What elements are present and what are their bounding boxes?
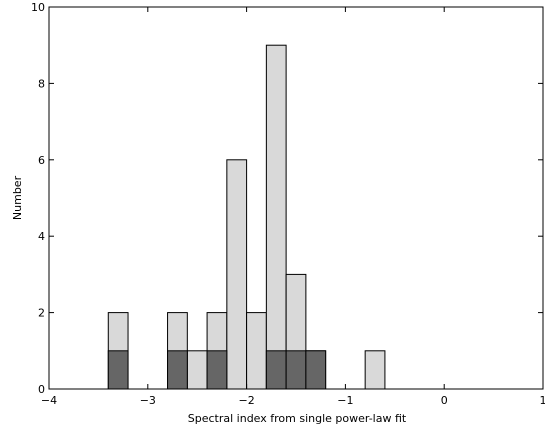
x-axis-label: Spectral index from single power-law fit xyxy=(188,412,407,425)
y-tick-labels: 0 2 4 6 8 10 xyxy=(31,1,45,396)
histogram-bar xyxy=(285,350,307,390)
x-tick-label: −1 xyxy=(337,394,353,407)
y-tick-label: 10 xyxy=(31,1,45,14)
histogram-bar xyxy=(265,44,287,390)
histogram-bar xyxy=(265,350,287,390)
histogram-bars xyxy=(107,44,386,390)
y-tick-label: 0 xyxy=(38,383,45,396)
x-tick-label: 0 xyxy=(441,394,448,407)
y-axis-label: Number xyxy=(11,175,24,220)
x-tick-label: −4 xyxy=(41,394,57,407)
histogram-bar xyxy=(107,350,129,390)
histogram-bar xyxy=(167,350,188,390)
x-tick-labels: −4 −3 −2 −1 0 1 xyxy=(41,394,545,407)
histogram-bar xyxy=(206,350,228,390)
y-tick-label: 8 xyxy=(38,77,45,90)
y-tick-label: 2 xyxy=(38,307,45,320)
axis-ticks xyxy=(48,6,544,390)
histogram-bar xyxy=(226,159,248,390)
histogram-bar xyxy=(364,350,386,390)
y-tick-label: 6 xyxy=(38,154,45,167)
x-tick-label: −3 xyxy=(140,394,156,407)
y-tick-label: 4 xyxy=(38,230,45,243)
histogram-bar xyxy=(305,350,327,390)
histogram-bar xyxy=(186,350,208,390)
x-tick-label: −2 xyxy=(238,394,254,407)
x-tick-label: 1 xyxy=(540,394,545,407)
histogram-bar xyxy=(246,312,267,390)
plot-frame xyxy=(48,6,544,390)
